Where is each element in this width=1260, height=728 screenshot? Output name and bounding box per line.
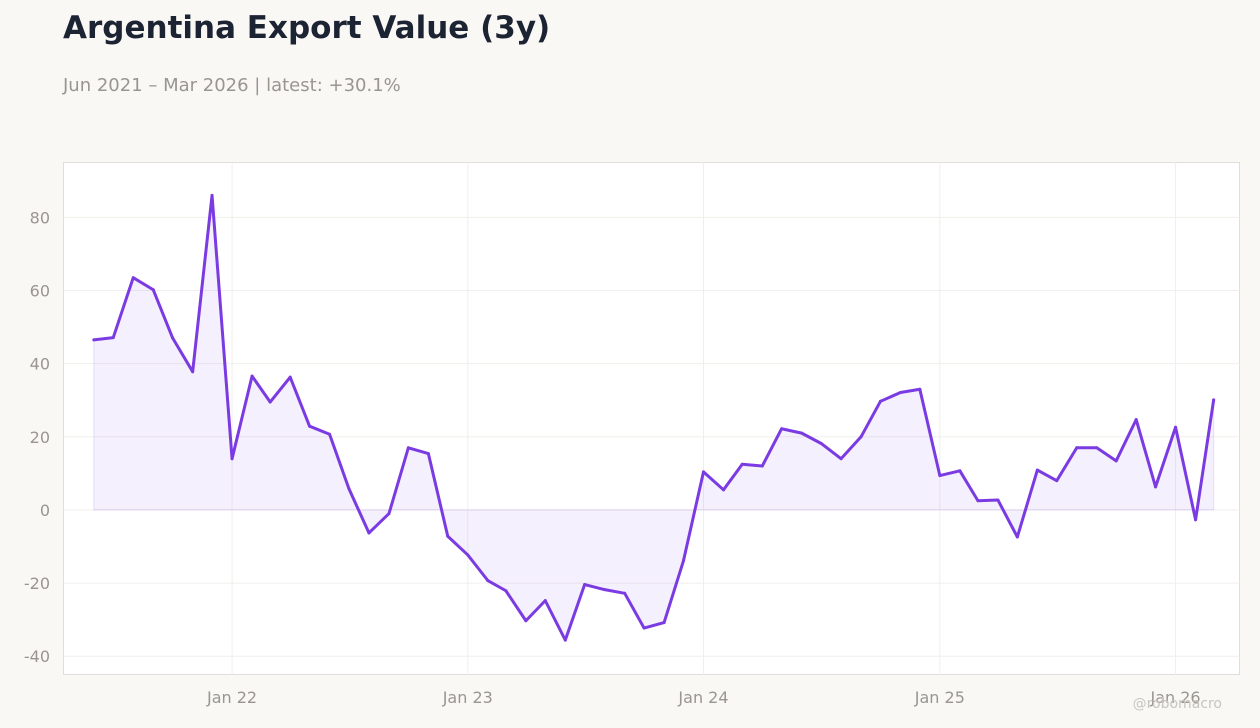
data-point: [171, 336, 175, 340]
data-point: [426, 452, 430, 456]
data-point: [230, 457, 234, 461]
data-point: [701, 470, 705, 474]
data-point: [504, 589, 508, 593]
x-axis: Jan 22 Jan 23 Jan 24 Jan 25 Jan 26: [206, 688, 1201, 707]
data-point: [486, 579, 490, 583]
data-point: [191, 370, 195, 374]
grid-lines: [63, 162, 1240, 675]
data-point: [347, 487, 351, 491]
data-point: [1194, 518, 1198, 522]
x-tick-label: Jan 24: [677, 688, 728, 707]
y-tick-label: -20: [24, 574, 50, 593]
plot-area: [63, 162, 1240, 675]
data-point: [603, 588, 607, 592]
data-point: [760, 464, 764, 468]
data-point: [780, 427, 784, 431]
x-tick-label: Jan 25: [914, 688, 965, 707]
data-point: [1212, 398, 1216, 402]
data-point: [819, 441, 823, 445]
data-point: [328, 432, 332, 436]
data-point: [722, 488, 726, 492]
data-point: [387, 512, 391, 516]
data-point: [583, 583, 587, 587]
data-point: [1174, 425, 1178, 429]
data-point: [210, 193, 214, 197]
data-point: [976, 499, 980, 503]
series-line: [92, 193, 1216, 642]
data-point: [466, 553, 470, 557]
data-point: [288, 375, 292, 379]
data-point: [800, 431, 804, 435]
data-point: [839, 457, 843, 461]
data-point: [111, 336, 115, 340]
data-point: [1055, 479, 1059, 483]
x-tick-label: Jan 22: [206, 688, 257, 707]
y-tick-label: 60: [30, 282, 50, 301]
data-point: [92, 338, 96, 342]
data-point: [1114, 459, 1118, 463]
data-point: [918, 387, 922, 391]
chart-subtitle: Jun 2021 – Mar 2026 | latest: +30.1%: [63, 75, 401, 96]
data-point: [740, 462, 744, 466]
x-tick-label: Jan 23: [442, 688, 493, 707]
data-point: [898, 391, 902, 395]
data-point: [623, 591, 627, 595]
data-point: [859, 435, 863, 439]
data-point: [1075, 446, 1079, 450]
data-point: [938, 474, 942, 478]
data-point: [563, 638, 567, 642]
data-point: [151, 288, 155, 292]
y-tick-label: 0: [40, 501, 50, 520]
data-point: [1095, 446, 1099, 450]
data-point: [1015, 535, 1019, 539]
y-axis: -40 -20 0 20 40 60 80: [24, 208, 50, 666]
data-point: [996, 498, 1000, 502]
data-point: [1154, 485, 1158, 489]
data-point: [662, 621, 666, 625]
y-tick-label: 40: [30, 355, 50, 374]
data-point: [543, 599, 547, 603]
data-point: [131, 276, 135, 280]
data-point: [268, 400, 272, 404]
data-point: [1035, 468, 1039, 472]
watermark: @robomacro: [1132, 696, 1222, 712]
data-point: [681, 559, 685, 563]
data-point: [642, 626, 646, 630]
y-tick-label: 80: [30, 208, 50, 227]
data-point: [446, 534, 450, 538]
x-tick-label: Jan 26: [1150, 688, 1201, 707]
data-point: [250, 374, 254, 378]
data-point: [1134, 418, 1138, 422]
line-layer: [92, 193, 1216, 642]
y-tick-label: 20: [30, 428, 50, 447]
data-point: [406, 446, 410, 450]
y-tick-label: -40: [24, 647, 50, 666]
data-point: [308, 424, 312, 428]
chart-title: Argentina Export Value (3y): [63, 10, 551, 46]
data-point: [367, 531, 371, 535]
data-point: [524, 619, 528, 623]
data-point: [958, 469, 962, 473]
data-point: [878, 399, 882, 403]
